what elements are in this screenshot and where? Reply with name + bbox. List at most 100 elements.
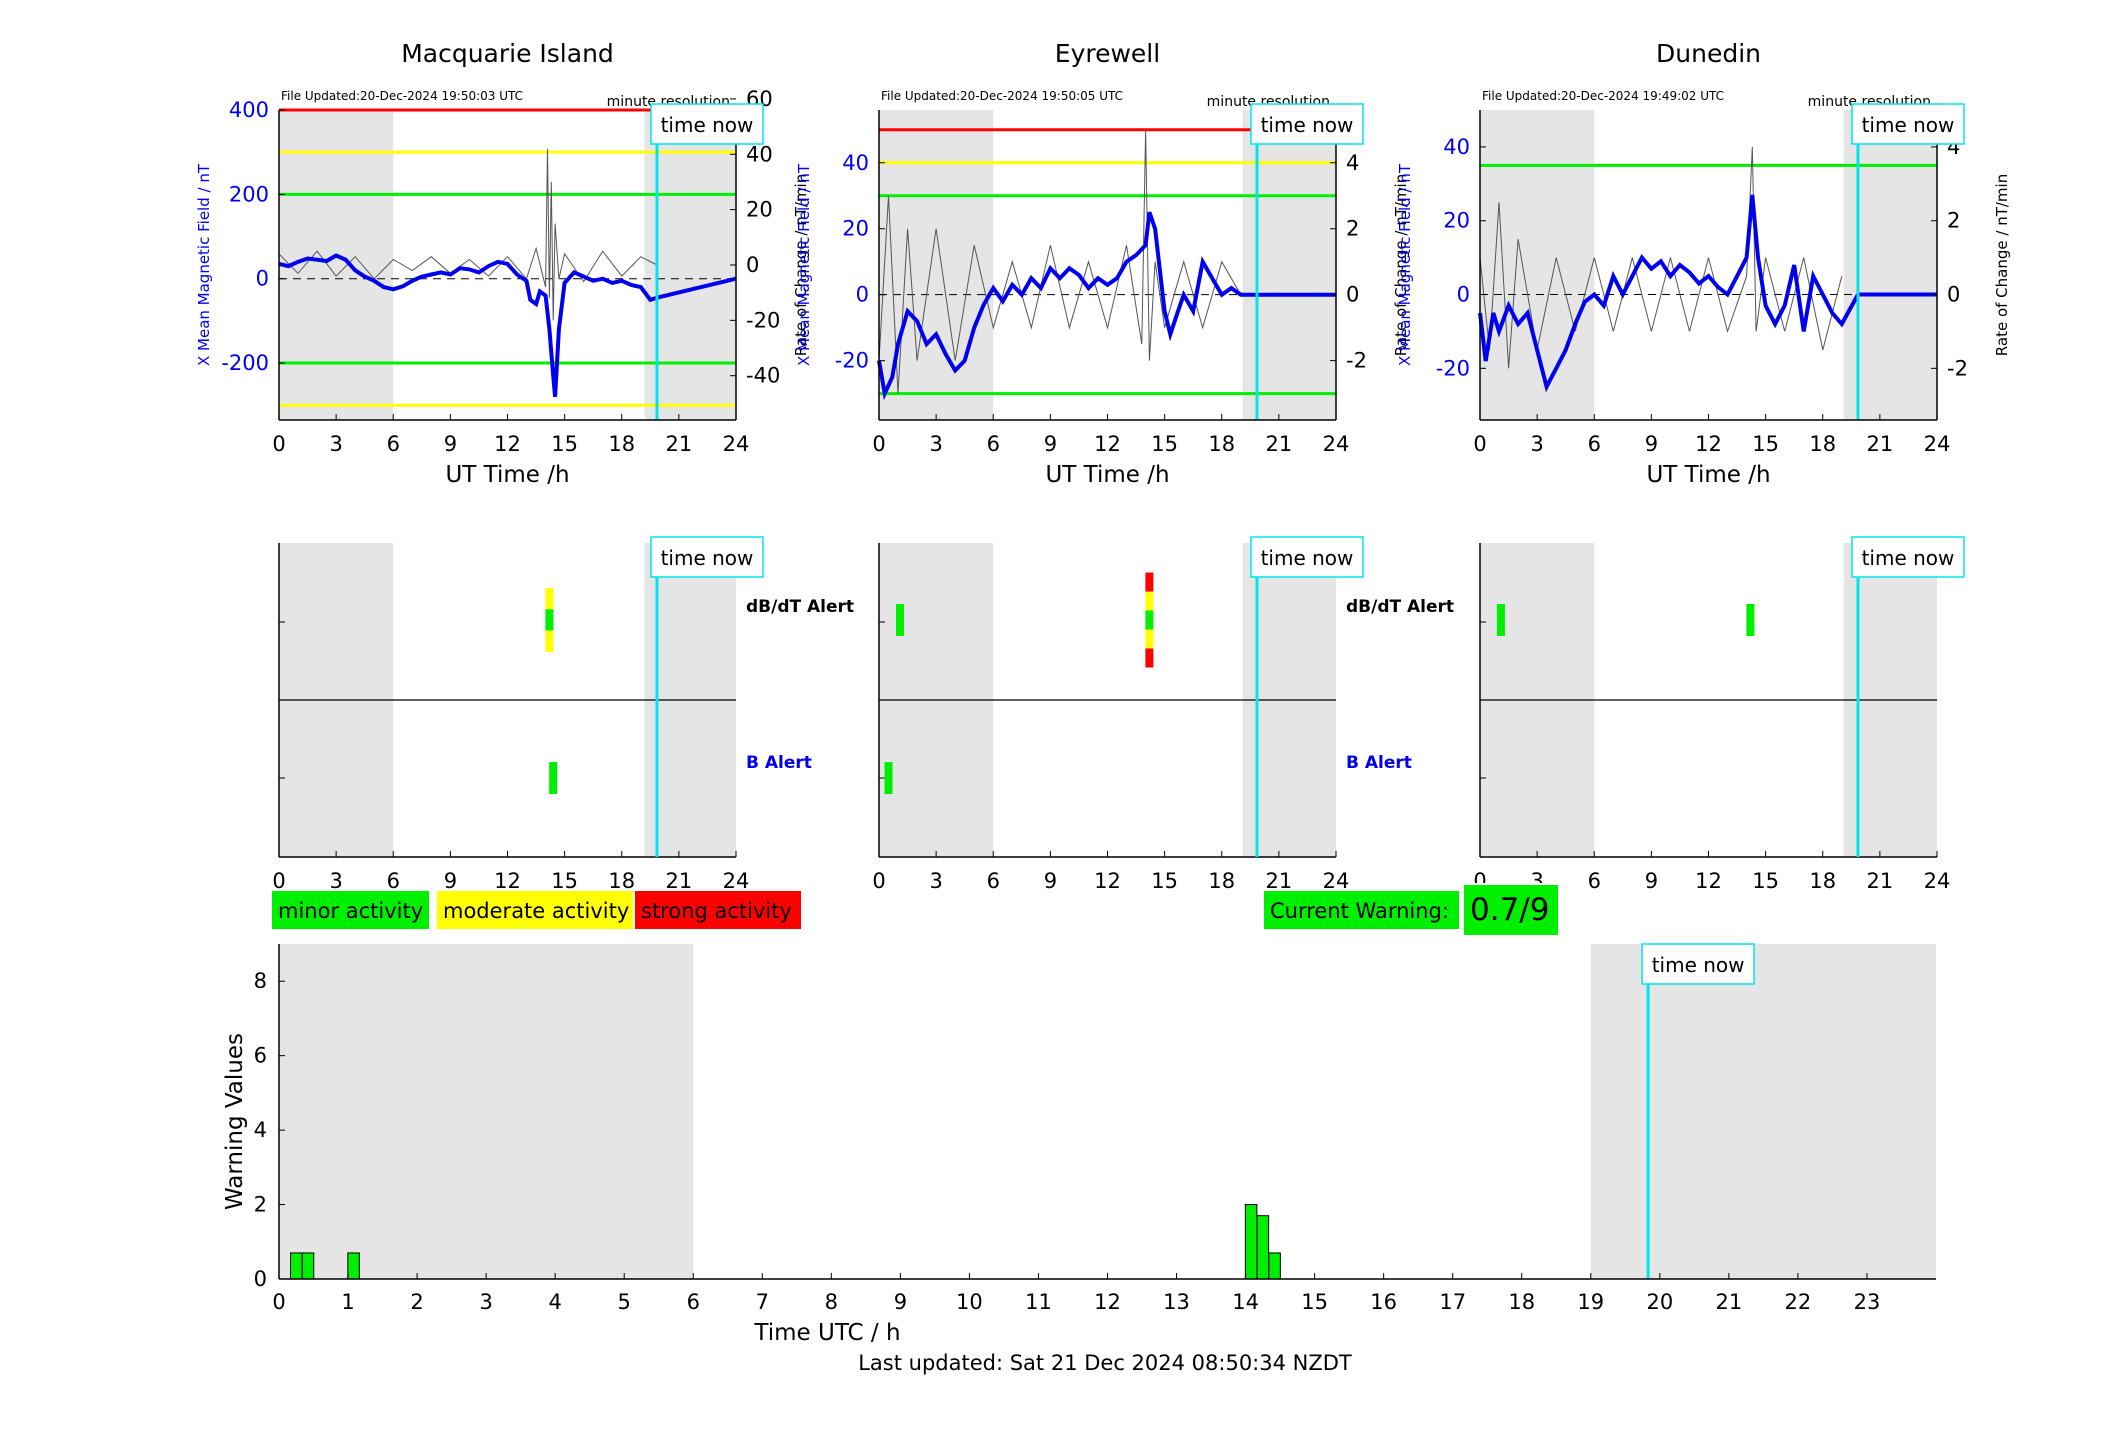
file-updated-text: File Updated:20-Dec-2024 19:49:02 UTC bbox=[1482, 89, 1724, 103]
time-now-label: time now bbox=[1862, 113, 1955, 137]
legend-strong-label: strong activity bbox=[641, 899, 792, 923]
dbdt-alert-label: dB/dT Alert bbox=[746, 597, 854, 617]
y-tick-label: 20 bbox=[842, 217, 869, 241]
x-tick-label: 9 bbox=[444, 432, 457, 456]
x-tick-label: 15 bbox=[1752, 869, 1779, 893]
x-tick-label: 18 bbox=[1809, 432, 1836, 456]
y-tick-label: 400 bbox=[229, 98, 269, 122]
time-now-label: time now bbox=[661, 546, 754, 570]
x-tick-label: 1 bbox=[341, 1290, 354, 1314]
x-tick-label: 3 bbox=[929, 432, 942, 456]
y-tick-label: 40 bbox=[1443, 135, 1470, 159]
x-tick-label: 24 bbox=[1323, 432, 1350, 456]
x-tick-label: 0 bbox=[1473, 432, 1486, 456]
x-tick-label: 18 bbox=[1208, 432, 1235, 456]
y-tick-label: -200 bbox=[221, 351, 269, 375]
x-tick-label: 23 bbox=[1854, 1290, 1881, 1314]
y2-tick-label: -2 bbox=[1346, 349, 1367, 373]
y2-tick-label: -40 bbox=[746, 364, 780, 388]
mean-field-series bbox=[877, 211, 1336, 401]
night-shading bbox=[1590, 944, 1936, 1279]
current-warning-label: Current Warning: bbox=[1270, 899, 1449, 923]
x-tick-label: 9 bbox=[1645, 432, 1658, 456]
b-alert-mark bbox=[884, 762, 893, 794]
y-tick-label: 4 bbox=[254, 1118, 267, 1142]
x-tick-label: 9 bbox=[1645, 869, 1658, 893]
x-tick-label: 6 bbox=[387, 432, 400, 456]
mean-field-series bbox=[278, 253, 737, 397]
time-now-box bbox=[1851, 536, 1965, 578]
y2-axis-label: Rate of Change / nT/min bbox=[1392, 174, 1410, 356]
x-tick-label: 0 bbox=[272, 432, 285, 456]
x-axis-label: UT Time /h bbox=[1045, 462, 1169, 488]
x-tick-label: 6 bbox=[387, 869, 400, 893]
y2-tick-label: 0 bbox=[746, 253, 759, 277]
y2-tick-label: 0 bbox=[1947, 283, 1960, 307]
night-shading bbox=[1480, 110, 1595, 420]
x-tick-label: 21 bbox=[1266, 432, 1293, 456]
rate-of-change-series bbox=[1479, 146, 1843, 369]
dbdt-alert-mark bbox=[1145, 591, 1154, 611]
y-tick-label: 200 bbox=[229, 182, 269, 206]
y2-axis-label: Rate of Change / nT/min bbox=[792, 174, 810, 356]
x-tick-label: 24 bbox=[1924, 432, 1951, 456]
x-tick-label: 9 bbox=[894, 1290, 907, 1314]
dbdt-alert-mark bbox=[1496, 604, 1505, 636]
file-updated-text: File Updated:20-Dec-2024 19:50:03 UTC bbox=[281, 89, 523, 103]
y-axis-label: Warning Values bbox=[222, 1033, 248, 1210]
current-warning-value-box bbox=[1462, 883, 1560, 937]
time-now-box bbox=[1250, 536, 1364, 578]
dbdt-alert-mark bbox=[895, 604, 904, 636]
x-tick-label: 6 bbox=[1588, 432, 1601, 456]
x-tick-label: 18 bbox=[1208, 869, 1235, 893]
dbdt-alert-mark bbox=[545, 588, 554, 610]
warning-bar bbox=[347, 1252, 360, 1280]
x-tick-label: 8 bbox=[825, 1290, 838, 1314]
y-axis-label: X Mean Magnetic Field / nT bbox=[195, 163, 213, 366]
x-tick-label: 15 bbox=[1301, 1290, 1328, 1314]
x-tick-label: 14 bbox=[1232, 1290, 1259, 1314]
y-tick-label: 6 bbox=[254, 1044, 267, 1068]
x-tick-label: 11 bbox=[1025, 1290, 1052, 1314]
dbdt-alert-mark bbox=[1145, 648, 1154, 668]
y-tick-label: 0 bbox=[256, 267, 269, 291]
x-tick-label: 12 bbox=[1094, 869, 1121, 893]
x-tick-label: 15 bbox=[1151, 869, 1178, 893]
y2-tick-label: 2 bbox=[1346, 217, 1359, 241]
activity-legend: minor activity moderate activity strong … bbox=[270, 889, 803, 931]
y-tick-label: -20 bbox=[835, 349, 869, 373]
x-tick-label: 15 bbox=[1151, 432, 1178, 456]
x-axis-label: UT Time /h bbox=[445, 462, 569, 488]
time-now-label: time now bbox=[1652, 953, 1745, 977]
current-warning: Current Warning: 0.7/9 bbox=[1262, 883, 1560, 937]
y-tick-label: 0 bbox=[254, 1267, 267, 1291]
b-alert-mark bbox=[549, 762, 558, 794]
x-tick-label: 24 bbox=[1924, 869, 1951, 893]
x-tick-label: 18 bbox=[1809, 869, 1836, 893]
dbdt-alert-mark bbox=[1746, 604, 1755, 636]
current-warning-label-box bbox=[1262, 889, 1461, 931]
x-tick-label: 15 bbox=[551, 432, 578, 456]
x-tick-label: 12 bbox=[1695, 432, 1722, 456]
x-tick-label: 3 bbox=[929, 869, 942, 893]
x-tick-label: 3 bbox=[329, 432, 342, 456]
b-alert-label: B Alert bbox=[1346, 753, 1412, 773]
night-shading bbox=[279, 944, 694, 1279]
x-tick-label: 9 bbox=[1044, 432, 1057, 456]
x-tick-label: 12 bbox=[1094, 432, 1121, 456]
warning-bar bbox=[289, 1252, 303, 1280]
x-tick-label: 16 bbox=[1370, 1290, 1397, 1314]
x-tick-label: 15 bbox=[1752, 432, 1779, 456]
legend-minor-swatch bbox=[270, 889, 431, 931]
y2-tick-label: -2 bbox=[1947, 356, 1968, 380]
x-tick-label: 20 bbox=[1646, 1290, 1673, 1314]
legend-moderate-swatch bbox=[435, 889, 635, 931]
y-axis-label: X Mean Magnetic Field / nT bbox=[795, 163, 813, 366]
x-tick-label: 22 bbox=[1785, 1290, 1812, 1314]
x-tick-label: 21 bbox=[1867, 869, 1894, 893]
time-now-label: time now bbox=[1261, 113, 1354, 137]
time-now-label: time now bbox=[1261, 546, 1354, 570]
